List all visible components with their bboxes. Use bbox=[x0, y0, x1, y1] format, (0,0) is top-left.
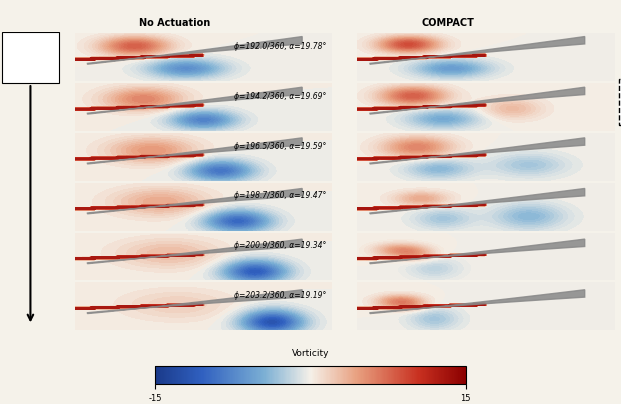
Text: No Actuation: No Actuation bbox=[139, 18, 210, 28]
Polygon shape bbox=[88, 239, 302, 264]
Text: Down-
stroke: Down- stroke bbox=[18, 51, 43, 64]
Text: ϕ=200.9/360, α=19.34°: ϕ=200.9/360, α=19.34° bbox=[233, 241, 326, 250]
Polygon shape bbox=[88, 188, 302, 214]
Text: ϕ=198.7/360, α=19.47°: ϕ=198.7/360, α=19.47° bbox=[233, 191, 326, 200]
Polygon shape bbox=[370, 36, 585, 64]
Polygon shape bbox=[88, 36, 302, 64]
Text: ϕ=196.5/360, α=19.59°: ϕ=196.5/360, α=19.59° bbox=[233, 141, 326, 151]
Polygon shape bbox=[370, 138, 585, 164]
Polygon shape bbox=[370, 188, 585, 214]
Polygon shape bbox=[370, 239, 585, 264]
Text: Vorticity: Vorticity bbox=[292, 349, 329, 358]
Text: ϕ=192.0/360, α=19.78°: ϕ=192.0/360, α=19.78° bbox=[233, 42, 326, 51]
Text: ϕ=194.2/360, α=19.69°: ϕ=194.2/360, α=19.69° bbox=[233, 92, 326, 101]
Polygon shape bbox=[370, 87, 585, 114]
Polygon shape bbox=[88, 87, 302, 114]
Text: ϕ=203.2/360, α=19.19°: ϕ=203.2/360, α=19.19° bbox=[233, 291, 326, 300]
Polygon shape bbox=[88, 138, 302, 164]
Text: COMPACT: COMPACT bbox=[422, 18, 474, 28]
Polygon shape bbox=[370, 290, 585, 314]
FancyBboxPatch shape bbox=[619, 79, 621, 125]
Polygon shape bbox=[88, 290, 302, 314]
FancyBboxPatch shape bbox=[2, 32, 59, 83]
